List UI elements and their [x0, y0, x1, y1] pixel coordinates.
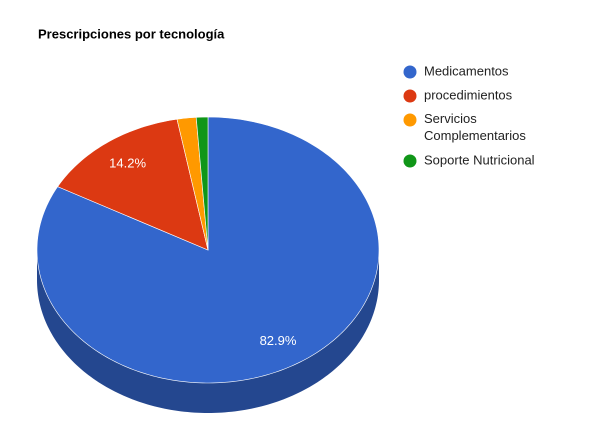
- slice-side: [37, 250, 379, 413]
- slice: [195, 116, 209, 251]
- legend-marker: [403, 113, 417, 127]
- value-label: 82.9%: [260, 333, 297, 348]
- legend-line: Servicios: [424, 111, 480, 126]
- value-label: 14.2%: [109, 155, 146, 170]
- legend-line: Complementarios: [424, 128, 526, 143]
- legend-marker: [403, 154, 417, 168]
- legend-label: Medicamentos: [424, 63, 509, 78]
- slice: [36, 116, 380, 384]
- chart-title: Prescripciones por tecnología: [38, 26, 225, 41]
- legend-label: procedimientos: [424, 87, 513, 102]
- slice: [176, 117, 209, 251]
- legend-label: Servicios Complementarios: [424, 111, 526, 143]
- slice: [57, 118, 209, 251]
- legend-marker: [403, 65, 417, 79]
- legend-label: Soporte Nutricional: [424, 152, 535, 167]
- legend-marker: [403, 89, 417, 103]
